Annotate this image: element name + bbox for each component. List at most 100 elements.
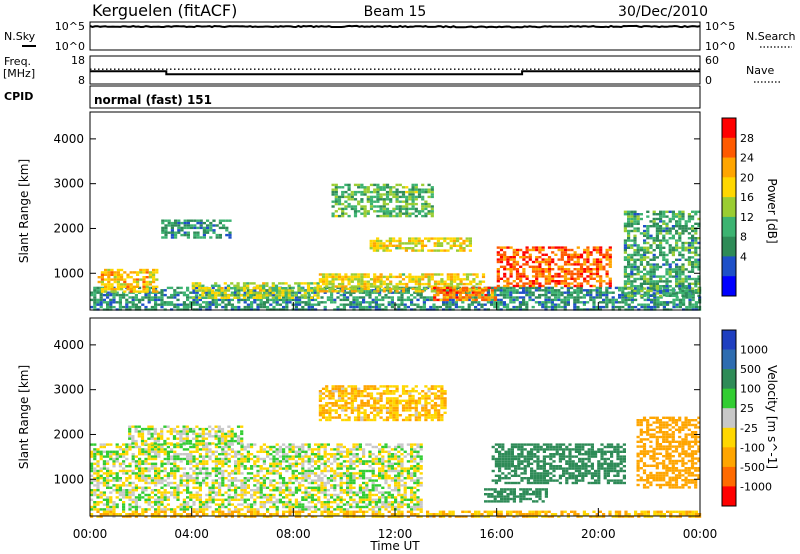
velocity-cell — [109, 455, 113, 458]
power-cell — [672, 305, 676, 309]
power-cell — [288, 301, 292, 304]
power-cell — [287, 294, 291, 297]
power-cell — [157, 303, 161, 306]
power-cell — [502, 301, 506, 304]
power-cell — [442, 301, 446, 304]
velocity-cell — [362, 501, 366, 504]
velocity-cell — [106, 472, 110, 475]
velocity-cell — [282, 460, 286, 463]
power-cell — [678, 282, 682, 285]
velocity-cell — [339, 501, 343, 504]
velocity-cell — [339, 445, 343, 449]
power-cell — [363, 282, 367, 286]
power-cell — [586, 248, 590, 252]
power-cell — [659, 232, 663, 235]
power-cell — [362, 289, 366, 292]
power-cell — [112, 301, 116, 304]
power-cell — [252, 287, 256, 290]
power-cell — [173, 303, 177, 306]
power-cell — [630, 246, 634, 249]
velocity-cell — [272, 465, 276, 468]
power-cell — [194, 284, 199, 287]
power-cell — [554, 275, 558, 278]
power-cell — [422, 296, 426, 299]
power-cell — [694, 210, 698, 213]
power-cell — [623, 251, 627, 254]
power-cell — [449, 275, 454, 279]
power-cell — [687, 237, 691, 240]
power-cell — [313, 294, 317, 297]
velocity-cell — [144, 489, 148, 492]
power-cell — [499, 265, 504, 268]
velocity-cell — [342, 503, 346, 506]
power-cell — [379, 275, 383, 279]
velocity-cell — [173, 493, 177, 497]
velocity-cell — [358, 508, 362, 511]
velocity-cell — [144, 477, 148, 480]
power-cell — [528, 293, 532, 297]
velocity-cell — [163, 479, 167, 482]
power-cell — [502, 291, 506, 294]
power-cell — [99, 305, 103, 309]
power-cell — [337, 278, 342, 281]
velocity-cell — [275, 501, 279, 504]
power-cell — [186, 231, 190, 234]
power-cbar-swatch — [722, 216, 736, 237]
power-cell — [414, 214, 418, 218]
velocity-cell — [365, 505, 369, 509]
power-cell — [341, 207, 345, 211]
power-cell — [570, 286, 574, 290]
power-cell — [573, 298, 577, 302]
power-cell — [691, 239, 695, 242]
velocity-cell — [99, 455, 103, 458]
power-cell — [90, 298, 94, 302]
power-cell — [662, 289, 666, 293]
velocity-cell — [93, 462, 97, 465]
power-cell — [357, 190, 361, 194]
power-cell — [671, 292, 675, 295]
power-cell — [214, 305, 218, 309]
power-cell — [357, 278, 361, 281]
power-cell — [339, 293, 343, 297]
power-cell — [691, 277, 695, 281]
power-cell — [694, 285, 698, 288]
power-cell — [400, 301, 404, 304]
velocity-cell — [205, 508, 209, 511]
power-cell — [570, 296, 574, 299]
velocity-cell — [109, 498, 113, 501]
power-cell — [691, 215, 695, 218]
power-cell — [547, 275, 552, 278]
power-cell — [170, 293, 174, 297]
velocity-cell — [189, 445, 193, 449]
power-cell — [649, 265, 653, 269]
power-cell — [579, 272, 584, 276]
power-cell — [408, 237, 412, 240]
velocity-cell — [320, 455, 324, 458]
velocity-cell — [141, 479, 145, 482]
power-cell — [430, 275, 434, 279]
power-cell — [398, 200, 402, 203]
power-cell — [202, 231, 206, 234]
power-cell — [414, 186, 418, 189]
velocity-cell — [259, 501, 263, 504]
power-cell — [93, 293, 97, 297]
power-cell — [449, 244, 453, 247]
velocity-cell — [147, 450, 151, 453]
power-cell — [652, 285, 656, 288]
power-cell — [382, 275, 386, 279]
velocity-cell — [163, 450, 167, 453]
velocity-cell — [118, 465, 122, 468]
power-cell — [368, 291, 372, 294]
velocity-cell — [179, 503, 183, 506]
velocity-cell — [272, 503, 276, 506]
power-cell — [177, 229, 181, 232]
power-cell — [691, 287, 695, 290]
velocity-cell — [128, 448, 132, 451]
power-cell — [547, 260, 552, 264]
power-cell — [268, 289, 272, 292]
power-cell — [326, 298, 330, 302]
power-cell — [646, 261, 650, 264]
power-cell — [328, 273, 332, 276]
power-cell — [357, 210, 361, 213]
power-cell — [509, 256, 513, 259]
